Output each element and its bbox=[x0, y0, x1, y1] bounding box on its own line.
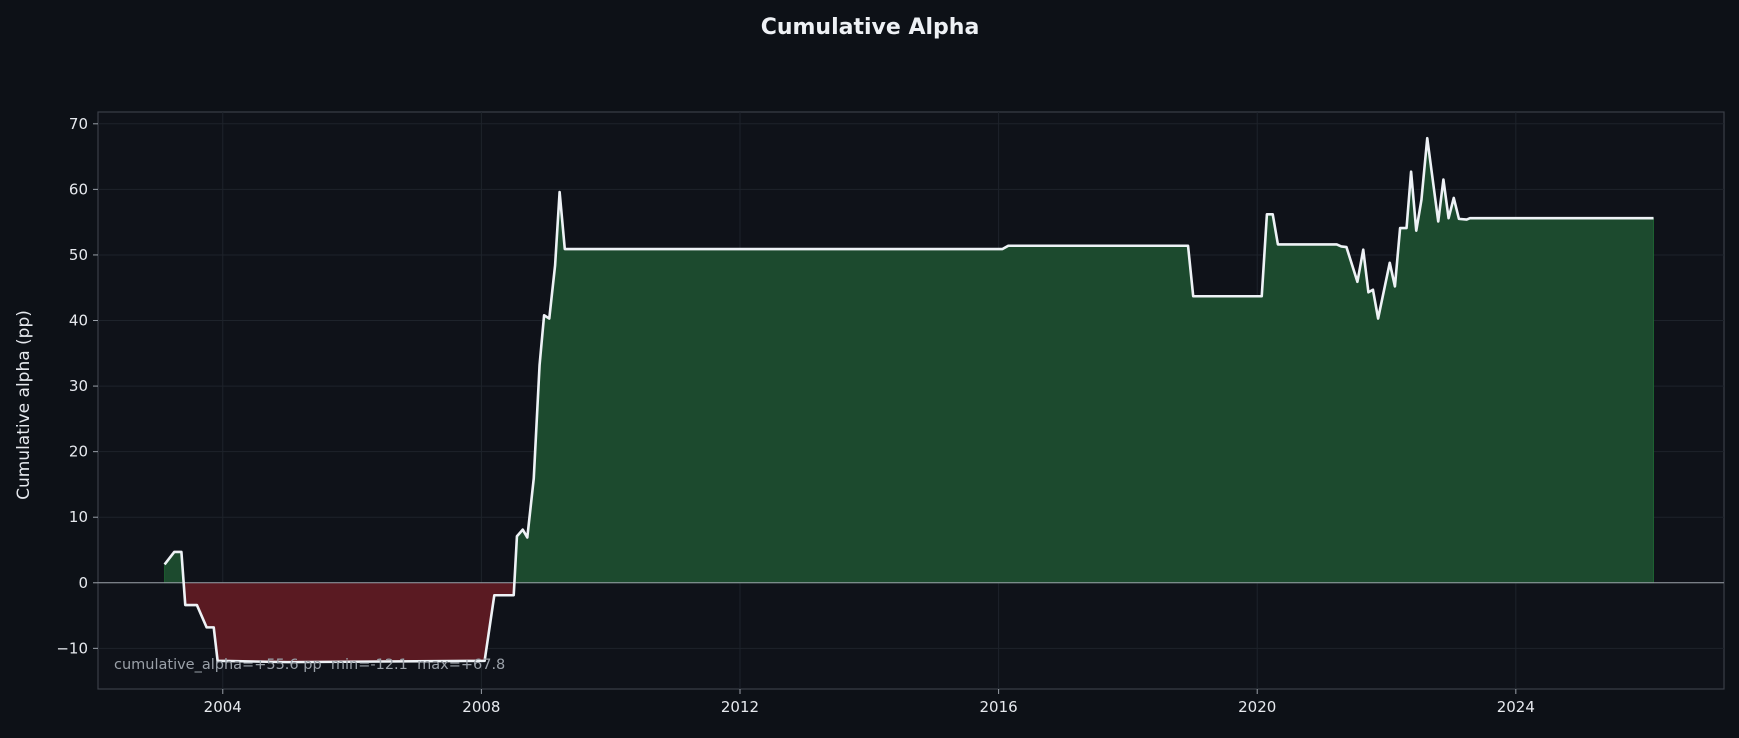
y-tick-label: 40 bbox=[69, 312, 88, 330]
y-tick-label: 50 bbox=[69, 246, 88, 264]
y-tick-label: 30 bbox=[69, 377, 88, 395]
y-tick-label: 20 bbox=[69, 443, 88, 461]
x-tick-label: 2004 bbox=[204, 698, 242, 716]
summary-annotation: cumulative_alpha=+55.6 pp min=-12.1 max=… bbox=[114, 657, 505, 673]
chart-title: Cumulative Alpha bbox=[761, 15, 980, 40]
x-tick-label: 2012 bbox=[721, 698, 759, 716]
x-tick-label: 2016 bbox=[980, 698, 1018, 716]
x-tick-label: 2024 bbox=[1497, 698, 1535, 716]
x-tick-label: 2020 bbox=[1238, 698, 1276, 716]
y-axis-ticks: −10 0 10 20 30 40 50 60 70 bbox=[56, 115, 98, 657]
x-axis-ticks: 2004 2008 2012 2016 2020 2024 bbox=[204, 689, 1535, 716]
cumulative-alpha-line bbox=[163, 136, 1654, 664]
y-tick-label: 60 bbox=[69, 180, 88, 198]
y-tick-label: 70 bbox=[69, 115, 88, 133]
y-axis-label: Cumulative alpha (pp) bbox=[14, 310, 34, 500]
y-tick-label: −10 bbox=[56, 639, 88, 657]
x-tick-label: 2008 bbox=[462, 698, 500, 716]
y-tick-label: 0 bbox=[78, 574, 88, 592]
negative-alpha-area bbox=[183, 582, 515, 663]
y-tick-label: 10 bbox=[69, 508, 88, 526]
